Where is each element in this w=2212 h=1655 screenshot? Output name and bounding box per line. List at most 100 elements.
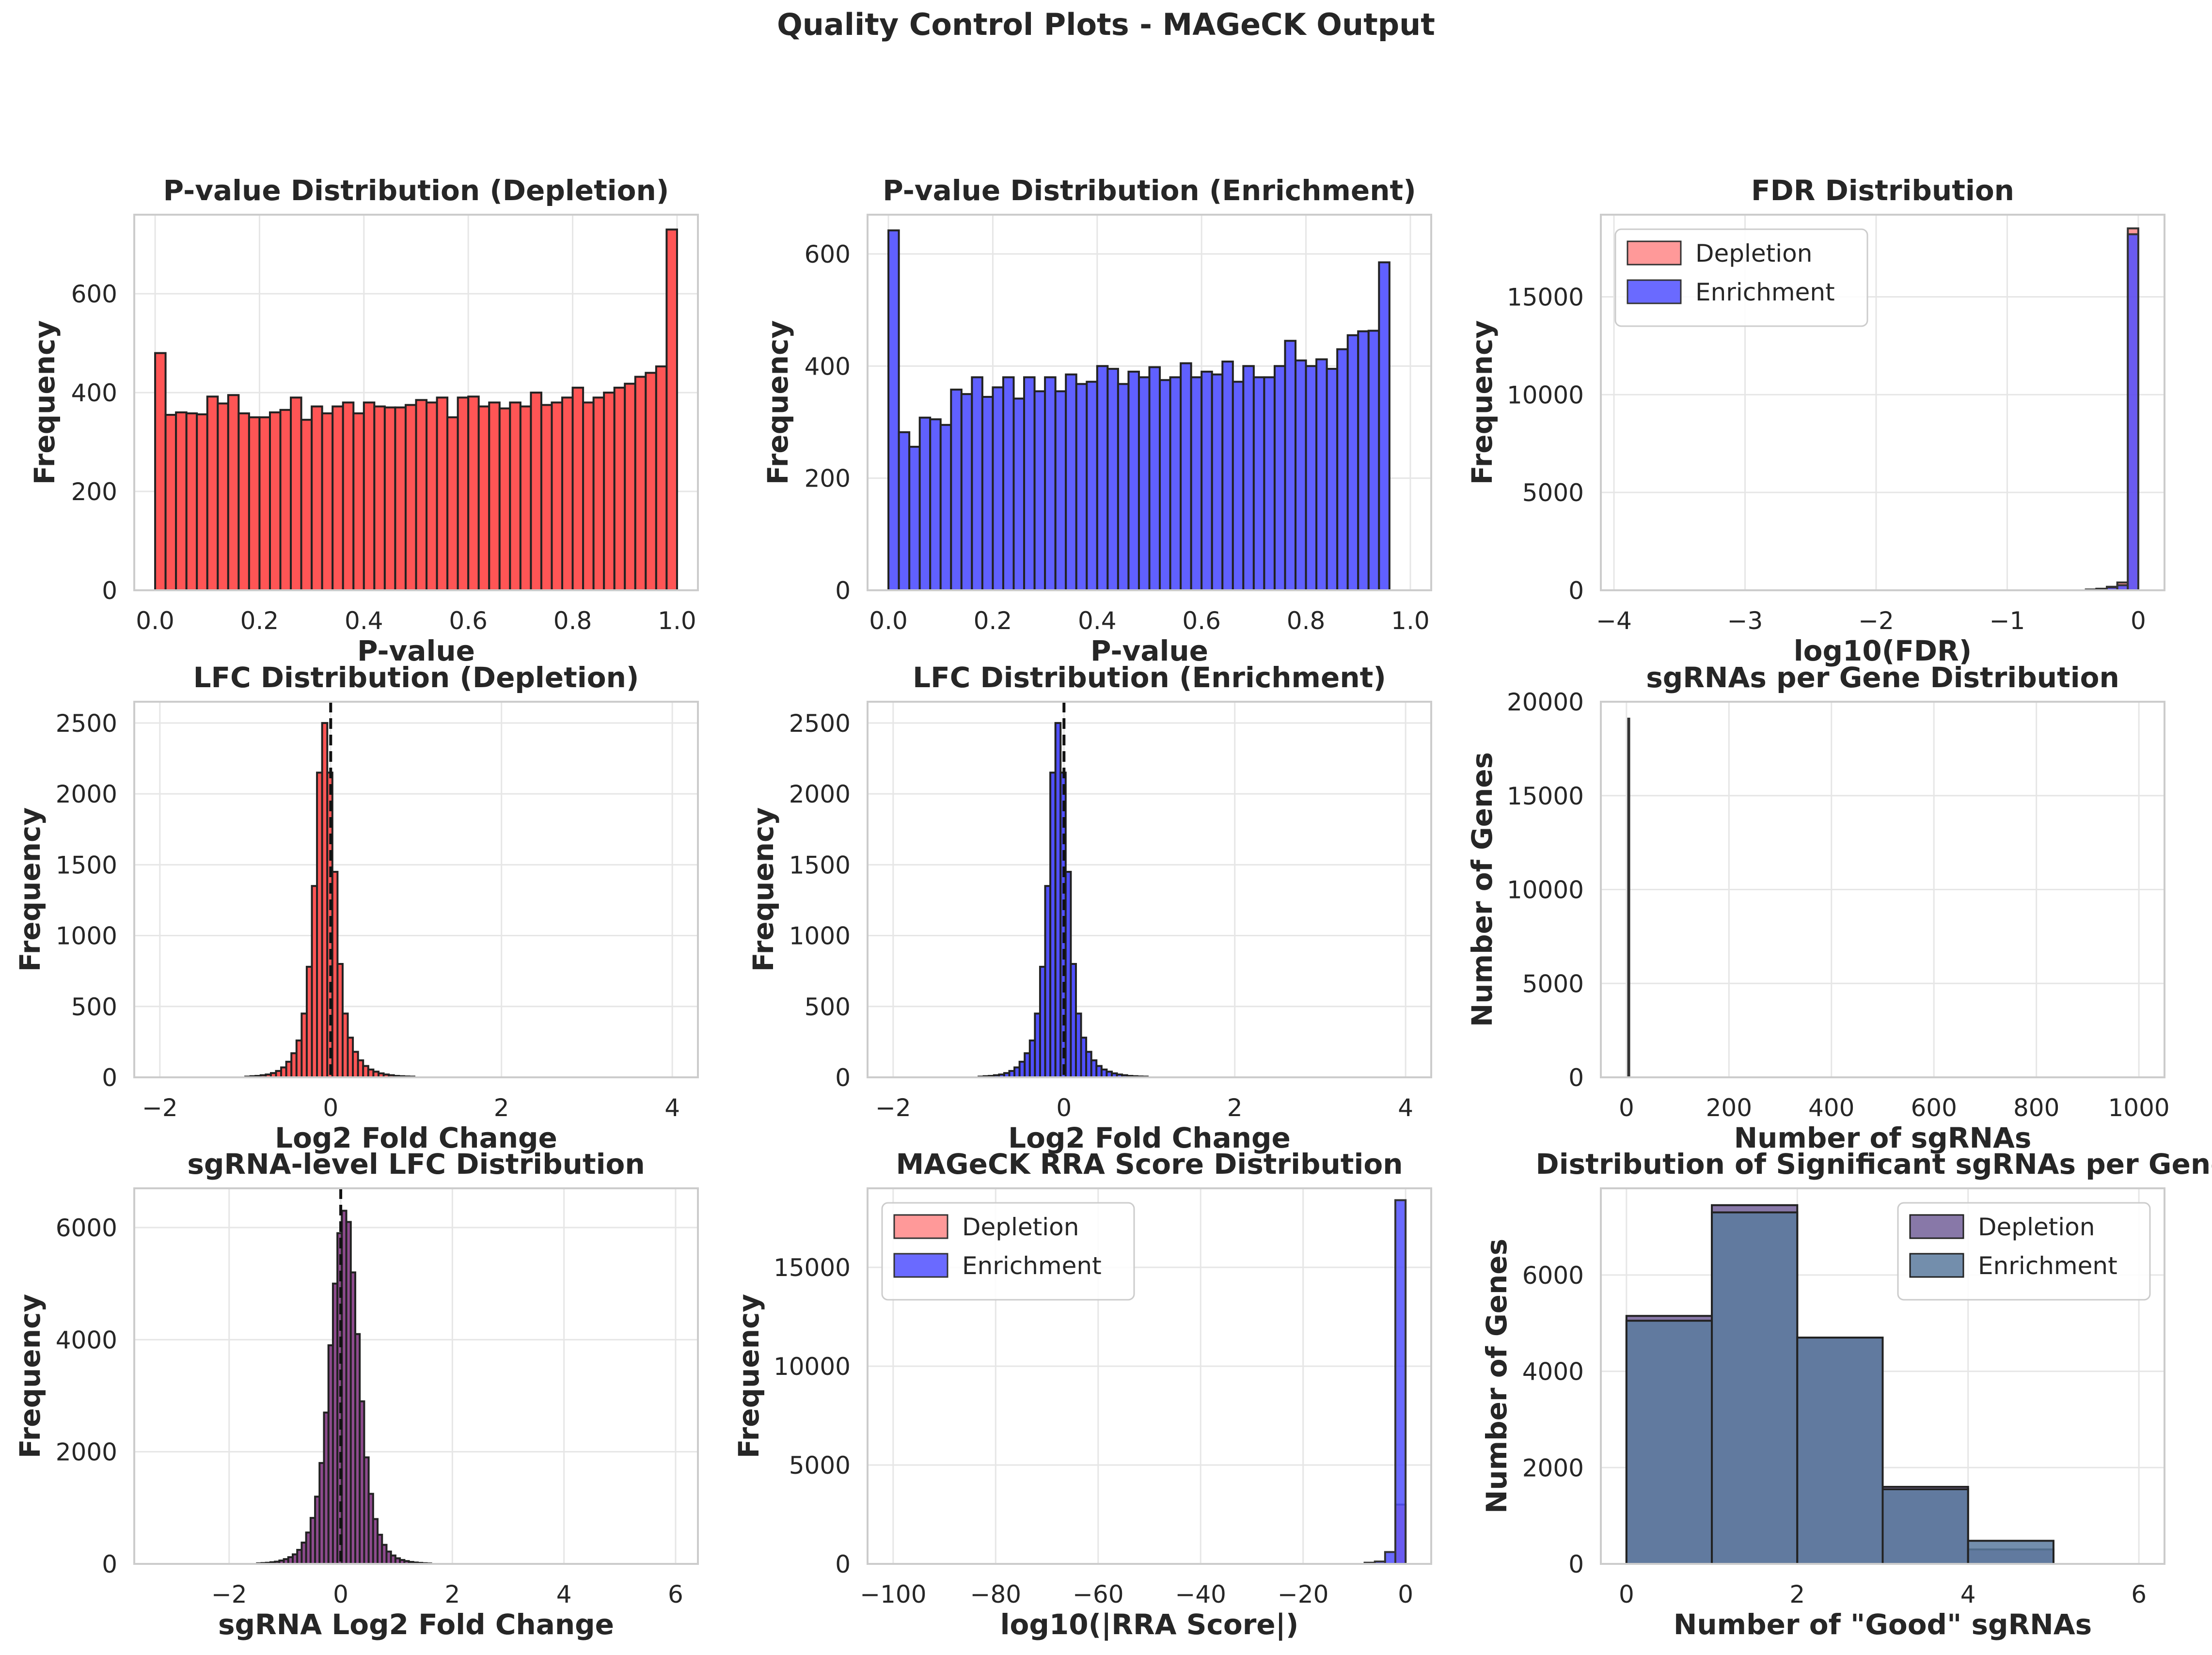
panel-p9: 0 2 4 6 0 2000 4000 6000 Distribution of Signifi… [1480, 1148, 2212, 1641]
legend: Depletion Enrichment [1897, 1202, 2151, 1301]
x-tick-label: 0.0 [869, 607, 908, 635]
bar-p2-s0-6 [950, 388, 963, 591]
y-tick-label: 10000 [1507, 876, 1584, 904]
x-axis-label: Log2 Fold Change [1008, 1121, 1291, 1154]
bar-p2-s0-47 [1378, 261, 1390, 591]
bar-p9-s1-1 [1711, 1211, 1799, 1565]
bar-p2-s0-36 [1263, 376, 1276, 591]
x-tick-label: 0.6 [1182, 607, 1221, 635]
x-axis-label: Log2 Fold Change [275, 1121, 557, 1154]
x-tick-label: 1.0 [658, 607, 696, 635]
y-axis-label: Frequency [747, 807, 780, 972]
bar-p2-s0-7 [960, 393, 973, 591]
bar-p9-s1-0 [1625, 1320, 1713, 1565]
bar-p1-s0-32 [488, 401, 501, 591]
y-tick-label: 0 [835, 1550, 851, 1578]
panel-title: MAGeCK RRA Score Distribution [896, 1148, 1403, 1181]
plot-area [134, 1188, 698, 1564]
x-tick-label: 4 [664, 1094, 680, 1122]
x-tick-label: 4 [1398, 1094, 1413, 1122]
bar-p2-s0-46 [1367, 330, 1380, 591]
bar-p1-s0-29 [457, 396, 470, 591]
x-tick-label: 0 [1056, 1094, 1072, 1122]
bar-p1-s0-6 [217, 402, 229, 592]
bar-p1-s0-41 [582, 401, 595, 591]
legend-label: Enrichment [1695, 278, 1835, 306]
y-tick-label: 2500 [56, 709, 117, 738]
bar-p2-s0-28 [1180, 362, 1192, 591]
panel-title: LFC Distribution (Depletion) [193, 661, 639, 694]
bar-p2-s0-21 [1106, 368, 1119, 591]
panel-title: LFC Distribution (Enrichment) [913, 661, 1386, 694]
bar-p1-s0-9 [248, 416, 261, 591]
x-tick-label: −80 [970, 1580, 1022, 1608]
bar-p1-s0-3 [185, 412, 198, 591]
panel-p4: −2 0 2 4 0 500 1000 1500 2000 2500 LFC Distributio… [14, 661, 699, 1154]
legend-label: Depletion [1978, 1213, 2095, 1241]
bar-p1-s0-46 [634, 376, 647, 591]
y-tick-label: 5000 [1522, 479, 1584, 507]
x-tick-label: 0.0 [136, 607, 174, 635]
bar-p2-s0-19 [1086, 380, 1098, 591]
x-tick-label: −1 [1990, 607, 2025, 635]
bar-p1-s0-20 [363, 401, 376, 591]
x-axis-label: log10(FDR) [1794, 634, 1972, 667]
bar-p2-s0-5 [939, 424, 952, 592]
x-tick-label: −2 [1858, 607, 1894, 635]
legend-swatch [893, 1253, 948, 1278]
x-tick-label: 1.0 [1391, 607, 1430, 635]
y-tick-label: 1000 [789, 922, 851, 950]
bar-p6-s0-0 [1627, 717, 1630, 1078]
bar-p1-s0-23 [394, 406, 407, 592]
y-axis-label: Frequency [14, 1294, 47, 1458]
x-tick-label: 2 [1227, 1094, 1243, 1122]
plot-frame [1600, 214, 2165, 591]
panel-p6: 0 200 400 600 800 100005000100001500020000sgR… [1466, 661, 2170, 1154]
bar-p1-s0-30 [467, 395, 480, 592]
bar-p2-s0-13 [1023, 376, 1036, 591]
x-tick-label: 0.2 [974, 607, 1012, 635]
bar-p2-s0-39 [1295, 359, 1307, 591]
bar-p2-s0-45 [1357, 330, 1370, 591]
legend-swatch [1909, 1253, 1964, 1278]
x-tick-label: 2 [494, 1094, 509, 1122]
y-axis-label: Frequency [14, 807, 47, 972]
bar-p1-s0-37 [540, 404, 553, 591]
y-axis-label: Number of Genes [1480, 1239, 1513, 1513]
legend-swatch [1909, 1214, 1964, 1239]
bar-p1-s0-34 [509, 401, 521, 591]
y-tick-label: 0 [102, 1064, 117, 1092]
plot-frame [133, 1187, 699, 1565]
y-tick-label: 5000 [789, 1451, 851, 1480]
plot-area [134, 702, 698, 1077]
bar-p2-s0-22 [1117, 383, 1130, 591]
legend-label: Depletion [962, 1213, 1079, 1241]
bar-p1-s0-40 [571, 386, 585, 591]
y-axis-label: Frequency [1466, 320, 1499, 485]
y-tick-label: 2000 [789, 780, 851, 808]
legend-label: Enrichment [1978, 1252, 2117, 1280]
x-tick-label: 0.4 [345, 607, 383, 635]
plot-frame [133, 214, 699, 591]
y-tick-label: 5000 [1522, 970, 1584, 998]
bar-p1-s0-31 [477, 405, 490, 591]
plot-frame [867, 214, 1432, 591]
x-tick-label: 2 [1789, 1580, 1805, 1608]
bar-p1-s0-2 [175, 411, 188, 591]
bar-p1-s0-1 [164, 413, 177, 591]
y-tick-label: 0 [835, 577, 851, 605]
y-tick-label: 2500 [789, 709, 851, 738]
bar-p2-s0-31 [1211, 373, 1224, 591]
y-tick-label: 6000 [1522, 1261, 1584, 1290]
bar-p2-s0-1 [898, 431, 911, 591]
panel-p2: 0.0 0.2 0.4 0.6 0.8 1.0 0 200 400 600 P-value Dist… [761, 174, 1432, 667]
x-axis-label: P-value [1090, 634, 1208, 667]
x-tick-label: 0.4 [1078, 607, 1117, 635]
bar-p2-s0-18 [1075, 383, 1088, 591]
legend-swatch [893, 1214, 948, 1239]
y-tick-label: 0 [1568, 1550, 1584, 1578]
panel-title: FDR Distribution [1751, 174, 2014, 207]
plot-frame [867, 701, 1432, 1078]
bar-p2-s0-20 [1096, 365, 1109, 591]
bar-p1-s0-11 [269, 411, 282, 591]
